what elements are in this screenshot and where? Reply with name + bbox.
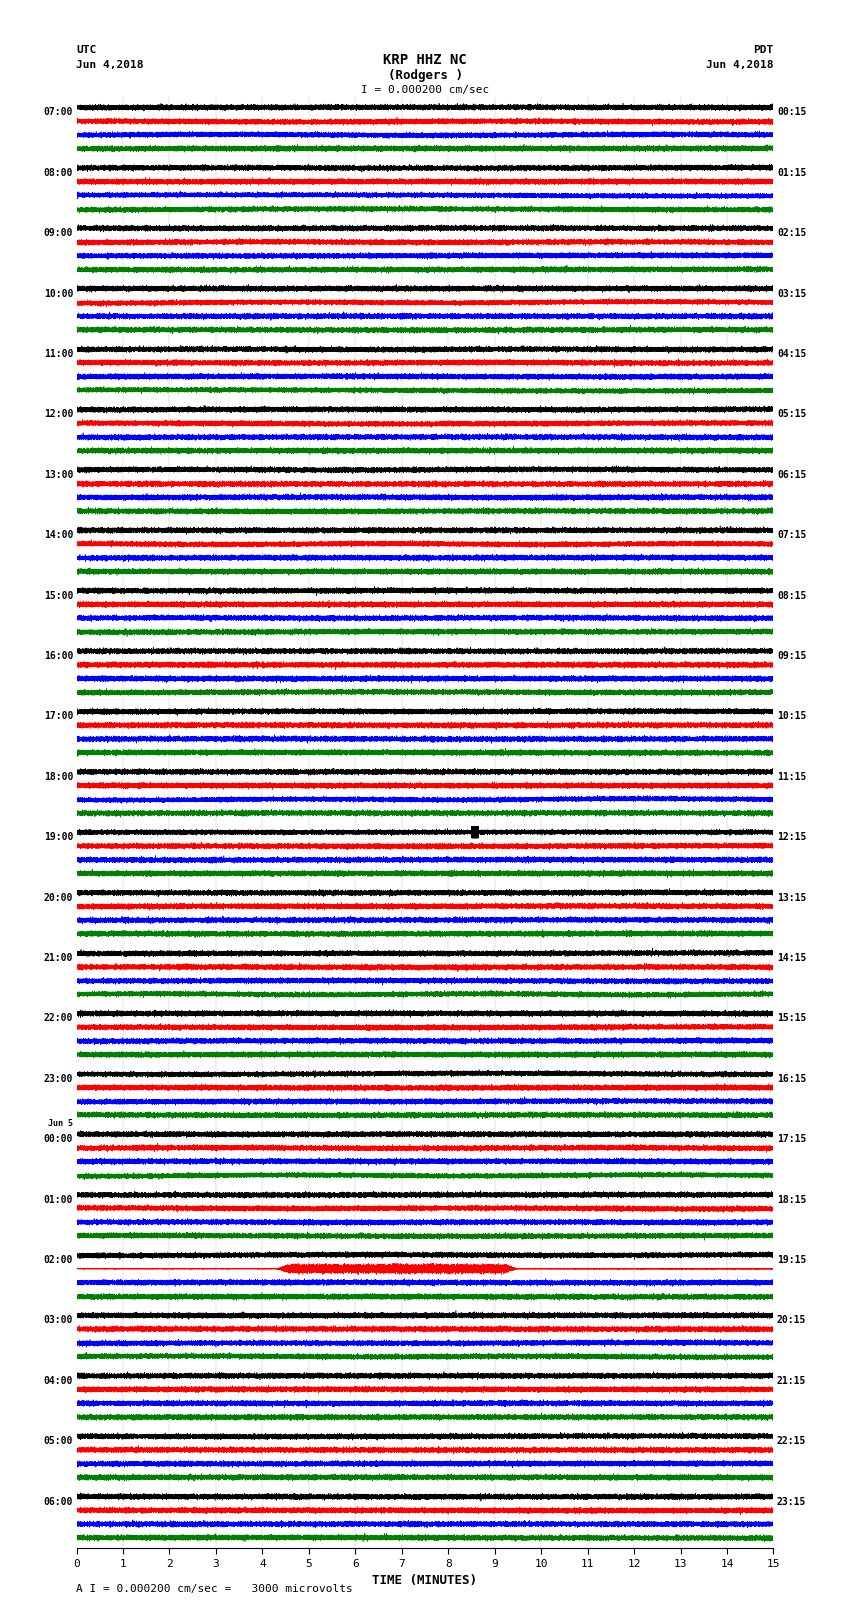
Text: 16:15: 16:15	[777, 1074, 807, 1084]
Text: 12:00: 12:00	[43, 410, 73, 419]
Text: 05:15: 05:15	[777, 410, 807, 419]
Text: 01:15: 01:15	[777, 168, 807, 177]
Text: 05:00: 05:00	[43, 1436, 73, 1447]
Text: 19:00: 19:00	[43, 832, 73, 842]
Text: UTC: UTC	[76, 45, 97, 55]
Text: 06:00: 06:00	[43, 1497, 73, 1507]
Text: (Rodgers ): (Rodgers )	[388, 69, 462, 82]
Text: 09:00: 09:00	[43, 229, 73, 239]
Text: 20:00: 20:00	[43, 892, 73, 903]
Text: 23:00: 23:00	[43, 1074, 73, 1084]
Text: 22:15: 22:15	[777, 1436, 807, 1447]
Text: 19:15: 19:15	[777, 1255, 807, 1265]
Text: 15:15: 15:15	[777, 1013, 807, 1023]
Text: 03:15: 03:15	[777, 289, 807, 298]
Text: 20:15: 20:15	[777, 1316, 807, 1326]
Text: 11:15: 11:15	[777, 773, 807, 782]
Text: 10:15: 10:15	[777, 711, 807, 721]
Text: 07:00: 07:00	[43, 108, 73, 118]
Text: 16:00: 16:00	[43, 652, 73, 661]
Text: 11:00: 11:00	[43, 348, 73, 360]
Text: 21:00: 21:00	[43, 953, 73, 963]
Text: 15:00: 15:00	[43, 590, 73, 600]
Text: 21:15: 21:15	[777, 1376, 807, 1386]
Text: 00:15: 00:15	[777, 108, 807, 118]
X-axis label: TIME (MINUTES): TIME (MINUTES)	[372, 1574, 478, 1587]
Text: 04:00: 04:00	[43, 1376, 73, 1386]
Text: 02:00: 02:00	[43, 1255, 73, 1265]
Text: 09:15: 09:15	[777, 652, 807, 661]
Text: 12:15: 12:15	[777, 832, 807, 842]
Text: 03:00: 03:00	[43, 1316, 73, 1326]
Text: Jun 4,2018: Jun 4,2018	[76, 60, 144, 69]
Text: 22:00: 22:00	[43, 1013, 73, 1023]
Text: 23:15: 23:15	[777, 1497, 807, 1507]
Text: 14:00: 14:00	[43, 531, 73, 540]
Text: 17:00: 17:00	[43, 711, 73, 721]
Text: 10:00: 10:00	[43, 289, 73, 298]
Text: 14:15: 14:15	[777, 953, 807, 963]
Text: 00:00: 00:00	[43, 1134, 73, 1144]
Text: 18:00: 18:00	[43, 773, 73, 782]
Text: A I = 0.000200 cm/sec =   3000 microvolts: A I = 0.000200 cm/sec = 3000 microvolts	[76, 1584, 354, 1594]
Text: 02:15: 02:15	[777, 229, 807, 239]
Text: 04:15: 04:15	[777, 348, 807, 360]
Text: I = 0.000200 cm/sec: I = 0.000200 cm/sec	[361, 85, 489, 95]
Text: 18:15: 18:15	[777, 1195, 807, 1205]
Text: KRP HHZ NC: KRP HHZ NC	[383, 53, 467, 68]
Text: 13:15: 13:15	[777, 892, 807, 903]
Text: PDT: PDT	[753, 45, 774, 55]
Text: 17:15: 17:15	[777, 1134, 807, 1144]
Text: 06:15: 06:15	[777, 469, 807, 479]
Text: 08:15: 08:15	[777, 590, 807, 600]
Text: 01:00: 01:00	[43, 1195, 73, 1205]
Text: Jun 4,2018: Jun 4,2018	[706, 60, 774, 69]
Text: 07:15: 07:15	[777, 531, 807, 540]
Text: 08:00: 08:00	[43, 168, 73, 177]
Text: Jun 5: Jun 5	[48, 1119, 73, 1129]
Text: 13:00: 13:00	[43, 469, 73, 479]
